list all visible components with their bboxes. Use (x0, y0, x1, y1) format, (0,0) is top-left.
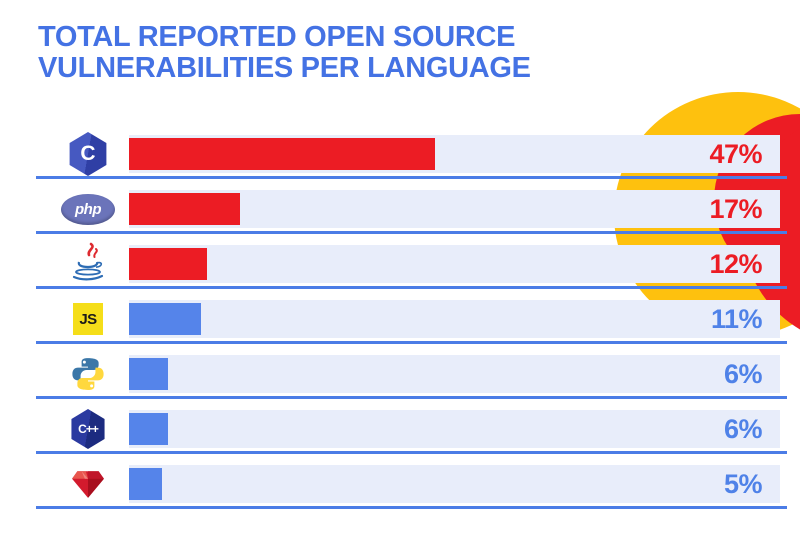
language-row-javascript: JS 11% (0, 300, 800, 355)
cpp-letters: C++ (78, 422, 99, 436)
icon-cell (54, 461, 122, 507)
value-label: 47% (709, 138, 762, 169)
bar-track: 6% (129, 355, 780, 393)
icon-cell: php (54, 186, 122, 232)
bar-track: 12% (129, 245, 780, 283)
value-label: 12% (709, 248, 762, 279)
js-letters: JS (79, 310, 97, 328)
value-label: 11% (710, 303, 763, 334)
row-underline (36, 231, 787, 234)
bar-track: 17% (129, 190, 780, 228)
bar-fill (129, 303, 201, 335)
language-row-c: C++ 6% (0, 409, 800, 465)
language-row-java: 12% (0, 242, 800, 300)
ruby-icon (71, 469, 105, 499)
icon-cell: C (54, 131, 122, 177)
python-icon (71, 356, 105, 392)
php-icon: php (61, 193, 115, 225)
value-label: 6% (723, 358, 763, 389)
java-icon (68, 242, 108, 286)
bar-track: 5% (129, 465, 780, 503)
cpp-icon: C++ (71, 409, 105, 449)
icon-cell: JS (54, 296, 122, 342)
language-row-c: C 47% (0, 132, 800, 190)
row-underline (36, 176, 787, 179)
bar-track: 6% (129, 410, 780, 448)
php-letters: php (75, 200, 102, 218)
javascript-icon: JS (73, 303, 103, 335)
value-label: 17% (709, 193, 762, 224)
row-underline (36, 286, 787, 289)
language-row-php: php 17% (0, 190, 800, 245)
icon-cell: C++ (54, 406, 122, 452)
language-row-python: 6% (0, 355, 800, 410)
bar-track: 47% (129, 135, 780, 173)
row-underline (36, 396, 787, 399)
chart-title: TOTAL REPORTED OPEN SOURCE VULNERABILITI… (38, 21, 531, 84)
bar-fill (129, 413, 169, 445)
row-underline (36, 506, 787, 509)
bar-track: 11% (129, 300, 780, 338)
icon-cell (54, 351, 122, 397)
language-row-ruby: 5% (0, 465, 800, 520)
bar-fill (129, 248, 208, 280)
row-underline (36, 341, 787, 344)
c-letter: C (80, 142, 96, 165)
bar-fill (129, 138, 435, 170)
bar-fill (129, 358, 169, 390)
bar-fill (129, 468, 162, 500)
c-language-icon: C (69, 132, 107, 176)
value-label: 6% (723, 413, 763, 444)
row-underline (36, 451, 787, 454)
icon-cell (54, 241, 122, 287)
value-label: 5% (723, 468, 763, 499)
bar-fill (129, 193, 240, 225)
